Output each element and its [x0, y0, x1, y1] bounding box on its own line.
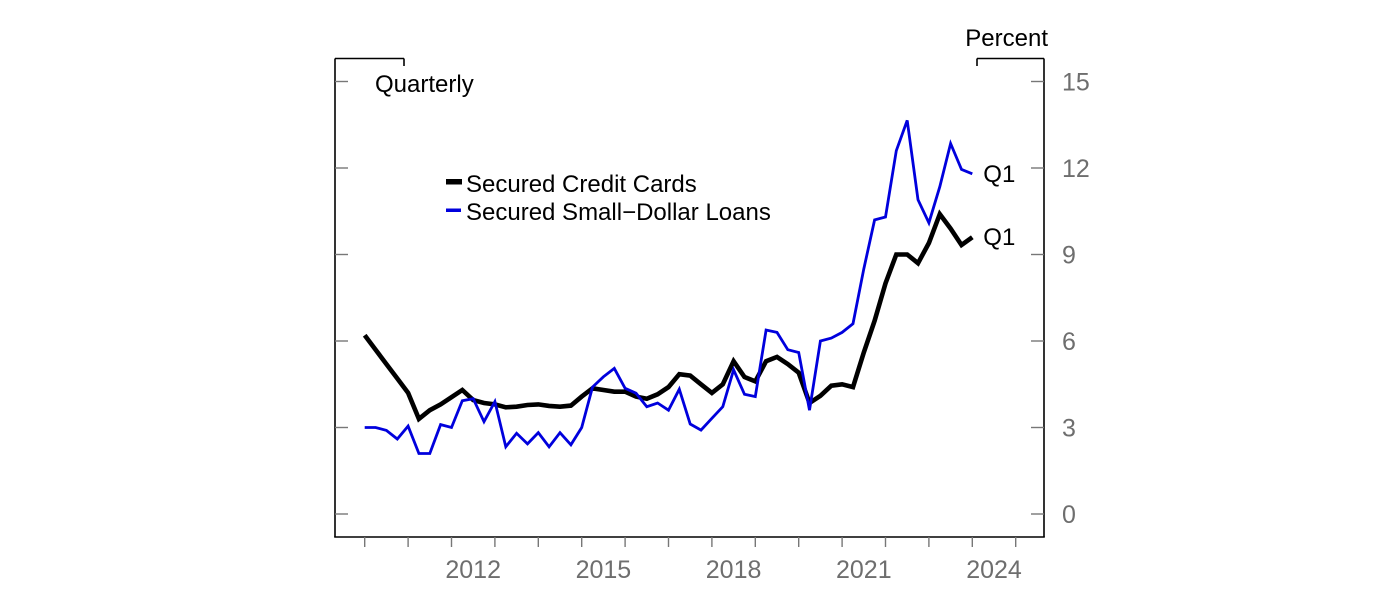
- x-axis: 2012 2015 2018 2021 2024: [364, 537, 1022, 584]
- frequency-label: Quarterly: [375, 71, 474, 98]
- y-axis: 0 3 6 9 12 15: [335, 69, 1090, 529]
- x-tick-label-2015: 2015: [576, 556, 632, 584]
- y-tick-label-15: 15: [1062, 69, 1090, 97]
- y-tick-label-0: 0: [1062, 501, 1076, 529]
- y-tick-label-9: 9: [1062, 242, 1076, 270]
- legend-swatch-secured-small-dollar-loans: [446, 208, 461, 212]
- y-tick-label-6: 6: [1062, 328, 1076, 356]
- secured-credit-cards-end-label: Q1: [983, 224, 1015, 251]
- series-lines: [362, 119, 974, 455]
- series-line-1: [364, 119, 973, 455]
- unit-label: Percent: [965, 25, 1048, 52]
- x-tick-label-2021: 2021: [836, 556, 892, 584]
- x-tick-label-2012: 2012: [445, 556, 501, 584]
- secured-small-dollar-loans-end-label: Q1: [983, 161, 1015, 188]
- y-tick-label-12: 12: [1062, 155, 1090, 183]
- y-tick-label-3: 3: [1062, 415, 1076, 443]
- legend: Secured Credit Cards Secured Small−Dolla…: [446, 171, 771, 226]
- x-tick-label-2024: 2024: [966, 556, 1022, 584]
- series-line-0: [362, 209, 974, 423]
- legend-label-secured-small-dollar-loans: Secured Small−Dollar Loans: [466, 199, 771, 226]
- legend-swatch-secured-credit-cards: [446, 179, 462, 185]
- x-tick-label-2018: 2018: [706, 556, 762, 584]
- legend-label-secured-credit-cards: Secured Credit Cards: [466, 171, 697, 198]
